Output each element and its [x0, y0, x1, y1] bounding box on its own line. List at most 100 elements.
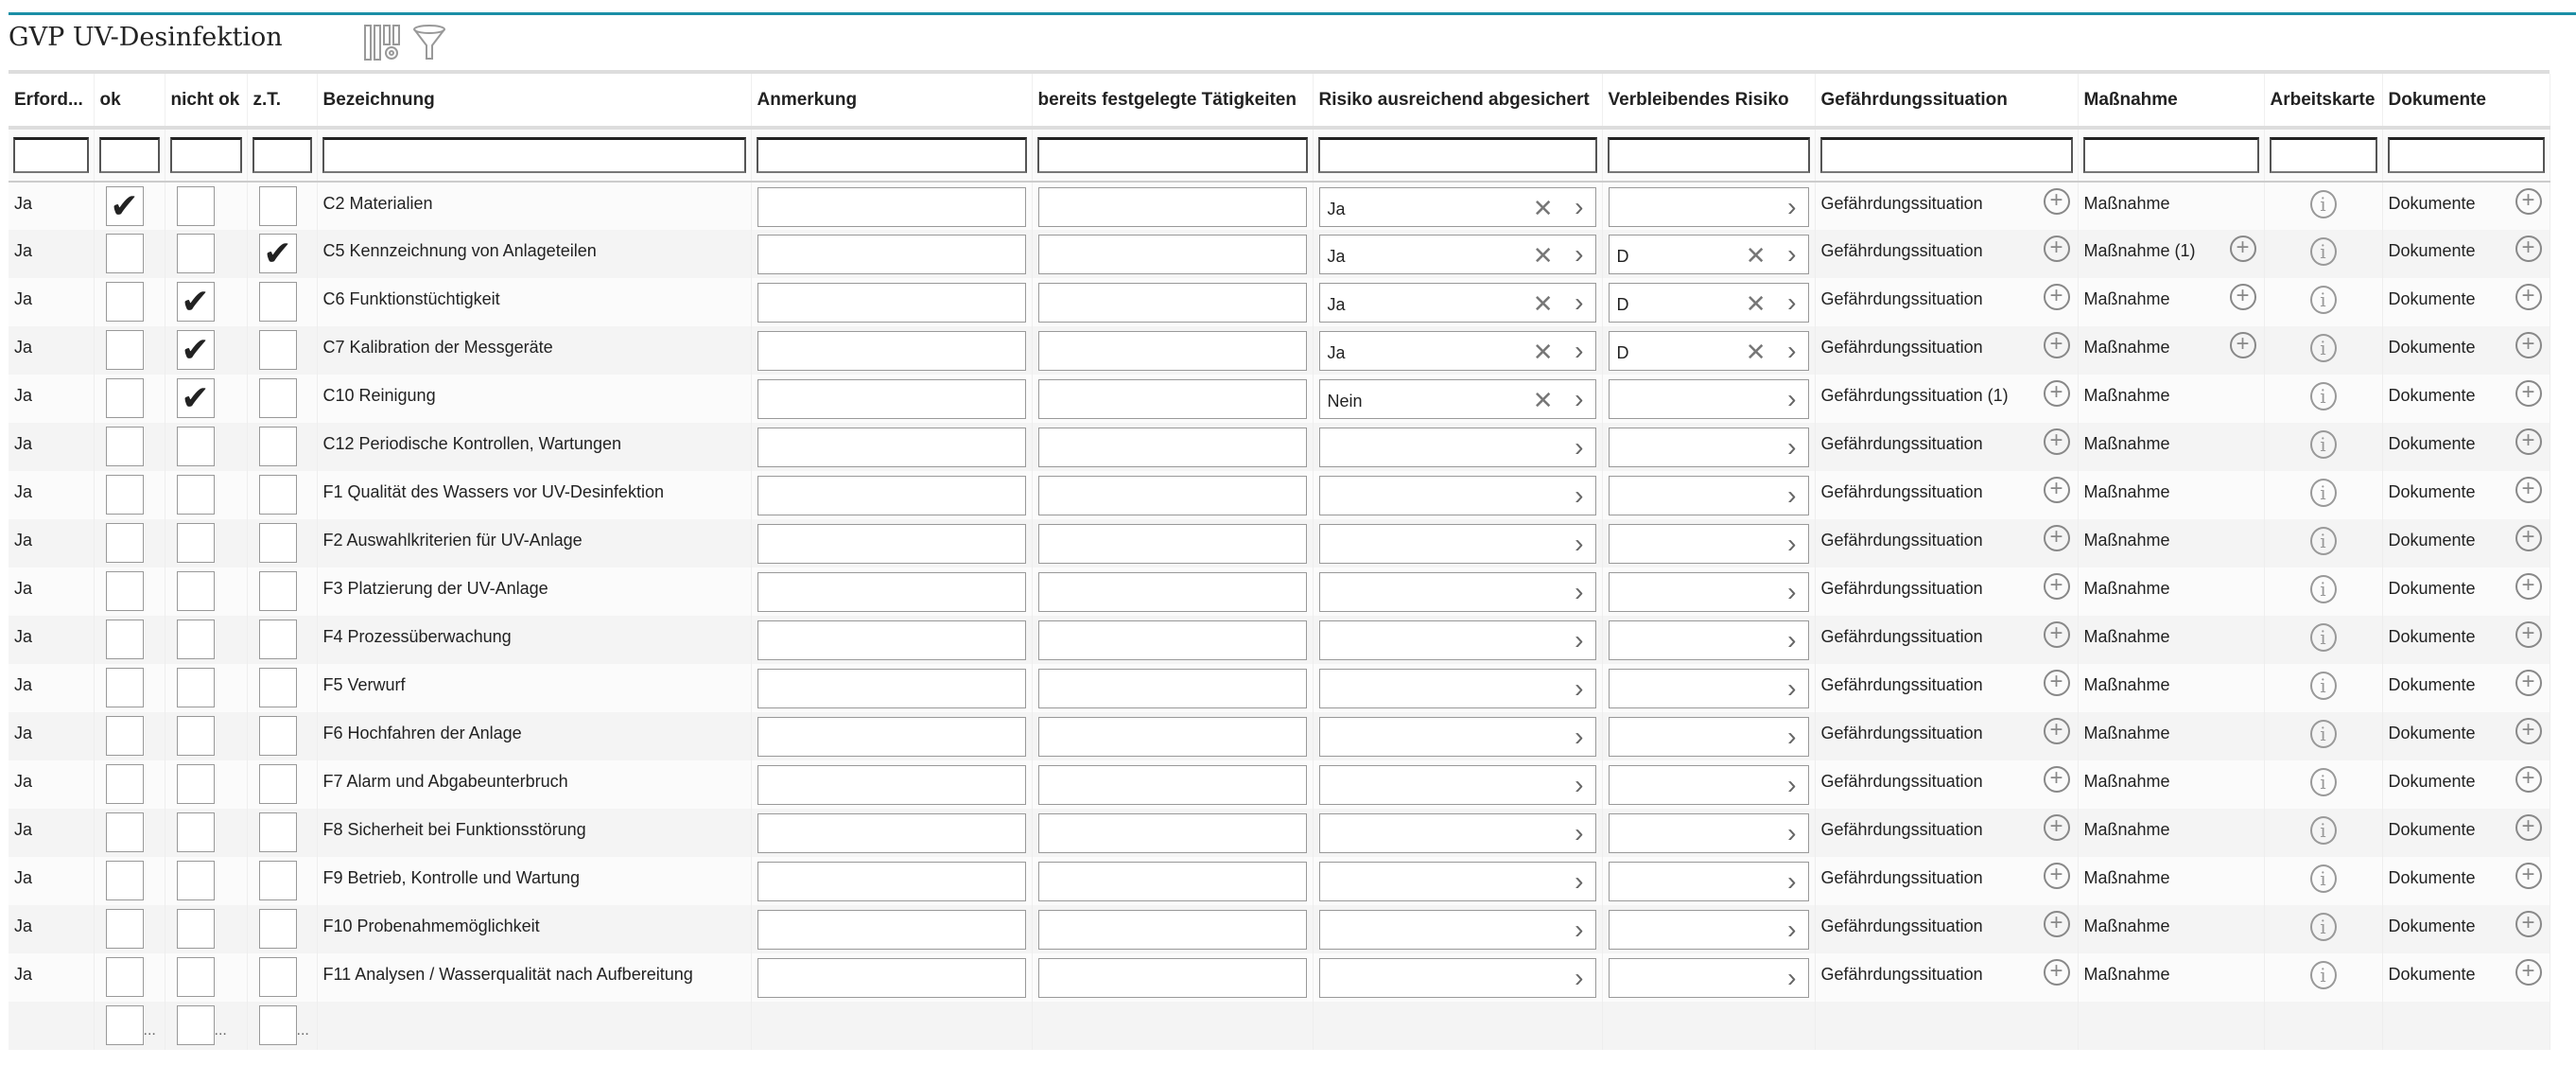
filter-input-ok[interactable]: [98, 137, 160, 173]
risiko-select[interactable]: ›: [1318, 958, 1596, 998]
info-icon[interactable]: i: [2309, 961, 2337, 989]
taetigkeiten-input[interactable]: [1037, 476, 1307, 515]
chevron-right-icon[interactable]: ›: [1575, 288, 1584, 317]
add-gefaehrdung-icon[interactable]: +: [2043, 718, 2070, 744]
massnahme-link[interactable]: Maßnahme (1): [2083, 241, 2196, 260]
verbleibend-select[interactable]: ›: [1608, 476, 1809, 515]
dokumente-link[interactable]: Dokumente: [2388, 194, 2476, 213]
dokumente-link[interactable]: Dokumente: [2388, 868, 2476, 887]
gefaehrdung-link[interactable]: Gefährdungssituation: [1820, 289, 1983, 308]
zt-checkbox[interactable]: [258, 186, 297, 226]
verbleibend-select[interactable]: D ✕ ›: [1608, 331, 1809, 371]
chevron-right-icon[interactable]: ›: [1787, 770, 1797, 799]
nicht-ok-checkbox[interactable]: [176, 716, 215, 756]
chevron-right-icon[interactable]: ›: [1787, 384, 1797, 413]
filter-input-risiko[interactable]: [1317, 137, 1597, 173]
add-dokument-icon[interactable]: +: [2515, 236, 2542, 262]
chevron-right-icon[interactable]: ›: [1787, 288, 1797, 317]
add-gefaehrdung-icon[interactable]: +: [2043, 236, 2070, 262]
massnahme-link[interactable]: Maßnahme: [2083, 194, 2170, 213]
dokumente-link[interactable]: Dokumente: [2388, 434, 2476, 453]
info-icon[interactable]: i: [2309, 623, 2337, 652]
column-header-verbleibend[interactable]: Verbleibendes Risiko: [1602, 74, 1816, 130]
ok-checkbox[interactable]: [105, 475, 144, 515]
risiko-select[interactable]: ›: [1318, 572, 1596, 612]
dokumente-link[interactable]: Dokumente: [2388, 965, 2476, 984]
clear-icon[interactable]: ✕: [1532, 241, 1554, 270]
clear-icon[interactable]: ✕: [1532, 194, 1554, 222]
chevron-right-icon[interactable]: ›: [1575, 239, 1584, 269]
anmerkung-input[interactable]: [757, 572, 1026, 612]
anmerkung-input[interactable]: [757, 958, 1026, 998]
add-gefaehrdung-icon[interactable]: +: [2043, 477, 2070, 503]
gefaehrdung-link[interactable]: Gefährdungssituation: [1820, 868, 1983, 887]
dokumente-link[interactable]: Dokumente: [2388, 917, 2476, 935]
info-icon[interactable]: i: [2309, 286, 2337, 314]
taetigkeiten-input[interactable]: [1037, 428, 1307, 467]
gefaehrdung-link[interactable]: Gefährdungssituation: [1820, 917, 1983, 935]
clear-icon[interactable]: ✕: [1745, 289, 1767, 318]
massnahme-link[interactable]: Maßnahme: [2083, 675, 2170, 694]
verbleibend-select[interactable]: ›: [1608, 572, 1809, 612]
column-header-nicht-ok[interactable]: nicht ok: [165, 74, 248, 130]
massnahme-link[interactable]: Maßnahme: [2083, 482, 2170, 501]
verbleibend-select[interactable]: ›: [1608, 669, 1809, 708]
ok-checkbox[interactable]: [105, 812, 144, 852]
anmerkung-input[interactable]: [757, 910, 1026, 950]
gefaehrdung-link[interactable]: Gefährdungssituation: [1820, 675, 1983, 694]
chevron-right-icon[interactable]: ›: [1575, 963, 1584, 992]
filter-input-dokumente[interactable]: [2387, 137, 2545, 173]
add-gefaehrdung-icon[interactable]: +: [2043, 525, 2070, 551]
dokumente-link[interactable]: Dokumente: [2388, 627, 2476, 646]
nicht-ok-checkbox[interactable]: [176, 523, 215, 563]
chevron-right-icon[interactable]: ›: [1575, 384, 1584, 413]
risiko-select[interactable]: ›: [1318, 910, 1596, 950]
zt-checkbox[interactable]: [258, 668, 297, 707]
verbleibend-select[interactable]: ›: [1608, 187, 1809, 227]
chevron-right-icon[interactable]: ›: [1787, 529, 1797, 558]
filter-input-gefaehrdung[interactable]: [1819, 137, 2073, 173]
add-dokument-icon[interactable]: +: [2515, 766, 2542, 793]
gefaehrdung-link[interactable]: Gefährdungssituation: [1820, 531, 1983, 550]
anmerkung-input[interactable]: [757, 283, 1026, 323]
chevron-right-icon[interactable]: ›: [1787, 915, 1797, 944]
chevron-right-icon[interactable]: ›: [1787, 866, 1797, 896]
column-header-massnahme[interactable]: Maßnahme: [2078, 74, 2265, 130]
chevron-right-icon[interactable]: ›: [1787, 336, 1797, 365]
risiko-select[interactable]: ›: [1318, 428, 1596, 467]
ok-checkbox[interactable]: [105, 716, 144, 756]
clear-icon[interactable]: ✕: [1532, 289, 1554, 318]
filter-input-massnahme[interactable]: [2082, 137, 2259, 173]
risiko-select[interactable]: Ja ✕ ›: [1318, 235, 1596, 274]
info-icon[interactable]: i: [2309, 190, 2337, 218]
chevron-right-icon[interactable]: ›: [1575, 192, 1584, 221]
add-dokument-icon[interactable]: +: [2515, 911, 2542, 937]
dokumente-link[interactable]: Dokumente: [2388, 820, 2476, 839]
anmerkung-input[interactable]: [757, 428, 1026, 467]
gefaehrdung-link[interactable]: Gefährdungssituation: [1820, 724, 1983, 742]
verbleibend-select[interactable]: ›: [1608, 862, 1809, 901]
ok-checkbox[interactable]: [105, 282, 144, 322]
massnahme-link[interactable]: Maßnahme: [2083, 434, 2170, 453]
risiko-select[interactable]: ›: [1318, 765, 1596, 805]
add-gefaehrdung-icon[interactable]: +: [2043, 670, 2070, 696]
filter-input-zt[interactable]: [252, 137, 312, 173]
info-icon[interactable]: i: [2309, 672, 2337, 700]
zt-checkbox[interactable]: [258, 378, 297, 418]
anmerkung-input[interactable]: [757, 331, 1026, 371]
zt-checkbox[interactable]: [258, 523, 297, 563]
filter-input-erford[interactable]: [13, 137, 89, 173]
dokumente-link[interactable]: Dokumente: [2388, 386, 2476, 405]
add-gefaehrdung-icon[interactable]: +: [2043, 814, 2070, 841]
chevron-right-icon[interactable]: ›: [1787, 963, 1797, 992]
massnahme-link[interactable]: Maßnahme: [2083, 724, 2170, 742]
clear-icon[interactable]: ✕: [1745, 338, 1767, 366]
column-header-zt[interactable]: z.T.: [247, 74, 318, 130]
anmerkung-input[interactable]: [757, 235, 1026, 274]
chevron-right-icon[interactable]: ›: [1787, 722, 1797, 751]
nicht-ok-checkbox[interactable]: [176, 475, 215, 515]
anmerkung-input[interactable]: [757, 813, 1026, 853]
add-gefaehrdung-icon[interactable]: +: [2043, 766, 2070, 793]
ok-checkbox[interactable]: [105, 764, 144, 804]
add-gefaehrdung-icon[interactable]: +: [2043, 959, 2070, 986]
